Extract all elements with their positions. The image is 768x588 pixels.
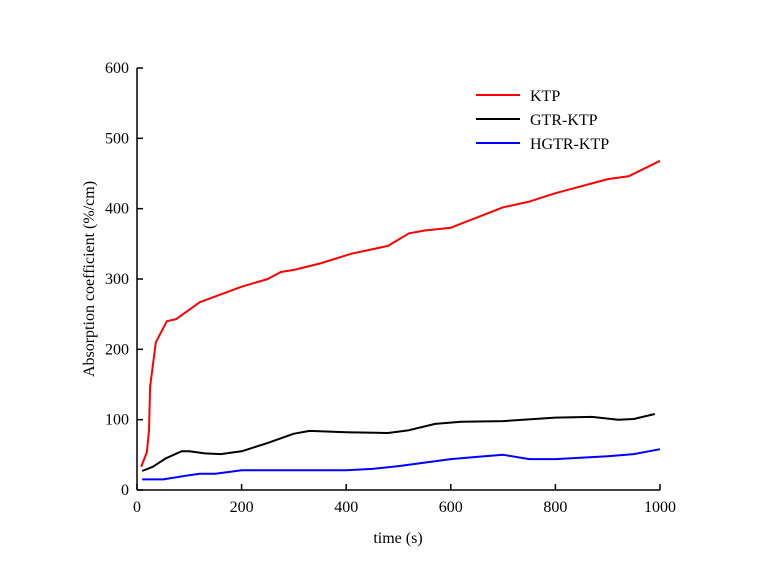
series-line-gtr-ktp: [141, 413, 656, 472]
x-tick-label: 0: [133, 499, 141, 516]
y-tick-label: 100: [105, 412, 129, 429]
legend-label: HGTR-KTP: [530, 136, 609, 153]
y-tick-label: 600: [105, 60, 129, 77]
y-tick-label: 500: [105, 130, 129, 147]
legend: KTP GTR-KTP HGTR-KTP: [476, 88, 609, 153]
y-tick-label: 200: [105, 341, 129, 358]
series-line-hgtr-ktp: [142, 448, 661, 481]
x-tick-label: 600: [439, 499, 463, 516]
x-tick-label: 200: [230, 499, 254, 516]
y-tick-label: 0: [121, 482, 129, 499]
series-lines: [140, 159, 661, 481]
series-line-ktp: [140, 159, 661, 468]
y-axis-label: Absorption coefficient (%/cm): [81, 181, 98, 377]
axes: 0 200 400 600 800 1000 0 100 200 300 400 500 600: [105, 60, 676, 516]
x-tick-label: 1000: [644, 499, 676, 516]
y-tick-label: 300: [105, 271, 129, 288]
legend-label: GTR-KTP: [530, 112, 598, 129]
x-tick-label: 800: [543, 499, 567, 516]
x-tick-label: 400: [334, 499, 358, 516]
y-tick-label: 400: [105, 201, 129, 218]
legend-label: KTP: [530, 88, 560, 105]
x-axis-label: time (s): [373, 530, 422, 547]
